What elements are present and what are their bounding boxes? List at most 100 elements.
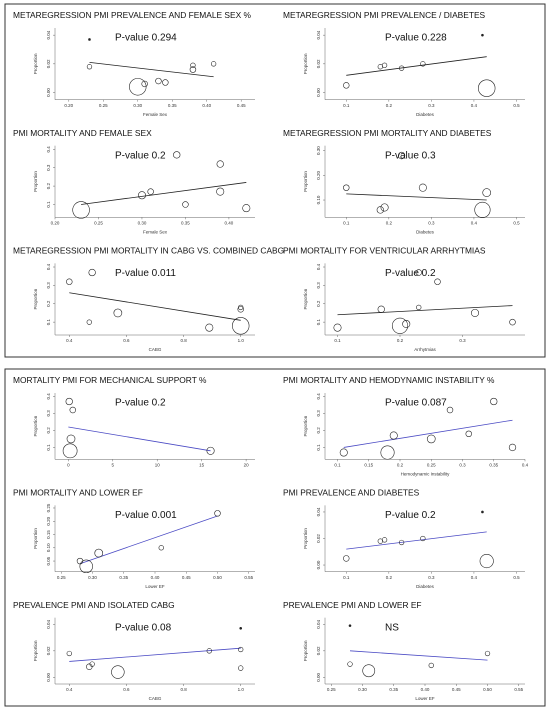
annotation: NS bbox=[385, 622, 399, 633]
x-tick-label: 0.3 bbox=[428, 103, 435, 108]
y-axis-label: Proportion bbox=[33, 53, 38, 74]
bubble bbox=[381, 62, 388, 68]
x-tick-label: 0.35 bbox=[168, 103, 177, 108]
y-axis-label: Proportion bbox=[303, 288, 308, 309]
trend-line bbox=[346, 531, 487, 550]
y-axis-label: Proportion bbox=[33, 528, 38, 549]
x-tick-label: 0.5 bbox=[513, 575, 520, 580]
bubble bbox=[481, 33, 484, 37]
bubble bbox=[484, 650, 491, 657]
annotation: P-value 0.011 bbox=[115, 268, 176, 279]
y-tick-label: 0.4 bbox=[46, 393, 51, 400]
x-tick-label: 0.25 bbox=[99, 103, 108, 108]
x-tick-label: 0.1 bbox=[343, 103, 350, 108]
bubble bbox=[113, 308, 123, 318]
y-axis-label: Proportion bbox=[33, 415, 38, 436]
x-tick-label: 0.30 bbox=[88, 575, 97, 580]
bubble bbox=[343, 82, 350, 89]
y-tick-label: 0.2 bbox=[46, 427, 51, 434]
x-tick-label: 0.30 bbox=[138, 221, 147, 226]
bubble bbox=[397, 151, 406, 160]
trend-line bbox=[349, 650, 488, 661]
bubble bbox=[65, 397, 73, 406]
x-tick-label: 0.2 bbox=[397, 338, 404, 343]
x-tick-label: 0.2 bbox=[386, 103, 393, 108]
bubble bbox=[426, 434, 436, 444]
x-tick-label: 0.20 bbox=[51, 221, 60, 226]
x-tick-label: 0.40 bbox=[225, 221, 234, 226]
bubble bbox=[66, 278, 73, 285]
x-tick-label: 1.0 bbox=[238, 338, 245, 343]
x-tick-label: 0.4 bbox=[471, 575, 478, 580]
chart-title: METAREGRESSION PMI PREVALENCE AND FEMALE… bbox=[13, 10, 252, 20]
x-tick-label: 0.1 bbox=[343, 221, 350, 226]
trend-line bbox=[79, 515, 218, 565]
bubble bbox=[129, 78, 147, 96]
bubble bbox=[380, 203, 389, 212]
y-tick-label: 0.00 bbox=[316, 88, 321, 97]
x-tick-label: 0.6 bbox=[123, 338, 130, 343]
x-tick-label: 0.5 bbox=[513, 103, 520, 108]
bubble bbox=[232, 317, 250, 335]
x-tick-label: 0.3 bbox=[459, 338, 466, 343]
x-tick-label: 0.30 bbox=[358, 687, 367, 692]
y-tick-label: 0.2 bbox=[46, 300, 51, 307]
bubble bbox=[190, 62, 196, 68]
annotation: P-value 0.2 bbox=[385, 268, 436, 279]
bubble bbox=[137, 191, 146, 200]
x-tick-label: 0.8 bbox=[180, 338, 187, 343]
y-tick-label: 0.25 bbox=[46, 503, 51, 512]
x-tick-label: 0.2 bbox=[386, 221, 393, 226]
x-tick-label: 10 bbox=[155, 463, 161, 468]
y-tick-label: 0.2 bbox=[46, 182, 51, 189]
chart-title: PMI MORTALITY FOR VENTRICULAR ARRHYTMIAS bbox=[283, 246, 486, 256]
trend-line bbox=[346, 56, 487, 76]
x-axis-label: CABG bbox=[149, 347, 162, 352]
bubble bbox=[88, 38, 91, 41]
x-tick-label: 0.25 bbox=[327, 687, 336, 692]
x-tick-label: 0.6 bbox=[123, 687, 130, 692]
bubble bbox=[69, 406, 76, 414]
trend-line bbox=[89, 62, 214, 78]
bubble bbox=[362, 664, 376, 678]
x-tick-label: 0.45 bbox=[452, 687, 461, 692]
x-axis-label: Diabetes bbox=[416, 584, 435, 589]
x-axis-label: Female Sex bbox=[143, 112, 168, 117]
bubble bbox=[158, 545, 164, 551]
trend-line bbox=[81, 182, 247, 205]
y-axis-label: Proportion bbox=[33, 171, 38, 192]
annotation: P-value 0.001 bbox=[115, 510, 177, 521]
x-tick-label: 0.40 bbox=[151, 575, 160, 580]
y-tick-label: 0.10 bbox=[46, 543, 51, 552]
y-tick-label: 0.2 bbox=[316, 300, 321, 307]
chart-title: PMI PREVALENCE AND DIABETES bbox=[283, 488, 420, 498]
trend-line bbox=[343, 419, 513, 448]
x-tick-label: 0.40 bbox=[202, 103, 211, 108]
bubble bbox=[94, 548, 104, 558]
y-tick-label: 0.3 bbox=[316, 282, 321, 289]
annotation: P-value 0.08 bbox=[115, 622, 172, 633]
x-tick-label: 0.55 bbox=[244, 575, 253, 580]
x-axis-label: Diabetes bbox=[416, 230, 435, 235]
bubble bbox=[377, 305, 385, 313]
x-tick-label: 0.50 bbox=[213, 575, 222, 580]
bubble bbox=[79, 559, 93, 574]
x-tick-label: 1.0 bbox=[238, 687, 245, 692]
bubble bbox=[238, 304, 244, 311]
x-axis-label: Diabetes bbox=[416, 112, 435, 117]
y-tick-label: 0.10 bbox=[316, 195, 321, 204]
x-tick-label: 0.55 bbox=[514, 687, 523, 692]
bubble bbox=[237, 306, 244, 313]
chart-title: PREVALENCE PMI AND ISOLATED CABG bbox=[13, 600, 175, 610]
bubble bbox=[242, 204, 251, 213]
x-axis-label: CABG bbox=[149, 696, 162, 701]
bubble bbox=[380, 445, 395, 460]
bubble bbox=[162, 79, 169, 86]
bubble bbox=[474, 201, 491, 218]
y-tick-label: 0.00 bbox=[46, 88, 51, 97]
x-tick-label: 0.20 bbox=[64, 103, 73, 108]
bubble bbox=[490, 397, 498, 406]
bubble bbox=[66, 650, 72, 657]
